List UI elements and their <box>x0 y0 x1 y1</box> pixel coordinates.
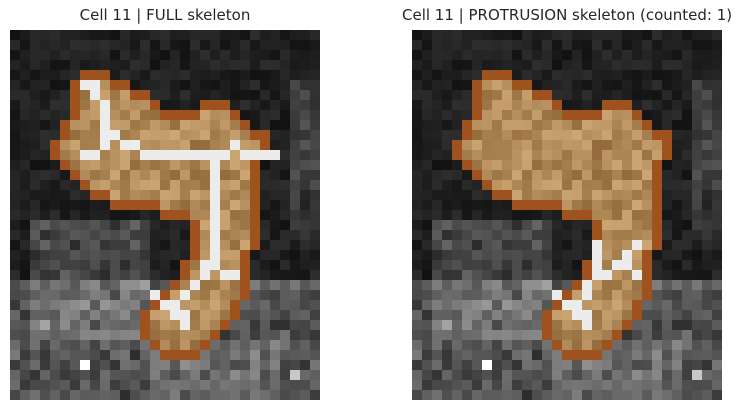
full-skeleton-pixel <box>210 240 220 250</box>
full-skeleton-pixel <box>210 230 220 240</box>
full-skeleton-pixel <box>100 130 110 140</box>
full-skeleton-pixel <box>210 150 220 160</box>
protrusion-skeleton-pixel <box>632 270 642 280</box>
protrusion-skeleton-pixel <box>582 320 592 330</box>
full-bright-pixel <box>80 360 90 370</box>
full-skeleton-pixel <box>150 150 160 160</box>
full-skeleton-pixel <box>180 320 190 330</box>
full-skeleton-pixel <box>90 150 100 160</box>
full-skeleton-pixel <box>240 150 250 160</box>
full-skeleton-pixel <box>170 300 180 310</box>
full-skeleton-pixel <box>270 150 280 160</box>
full-skeleton-pixel <box>130 140 140 150</box>
panel-title-full-skeleton: Cell 11 | FULL skeleton <box>79 6 251 24</box>
full-skeleton-pixel <box>140 150 150 160</box>
full-skeleton-pixel <box>230 140 240 150</box>
protrusion-skeleton-pixel <box>592 260 602 270</box>
full-skeleton-pixel <box>220 270 230 280</box>
full-skeleton-image <box>10 30 320 400</box>
full-bright-pixel <box>290 370 300 380</box>
protrusion-skeleton-canvas <box>412 30 722 400</box>
protrusion-skeleton-pixel <box>612 260 622 270</box>
protrusion-skeleton-pixel <box>592 270 602 280</box>
full-skeleton-pixel <box>230 270 240 280</box>
full-skeleton-pixel <box>180 290 190 300</box>
full-skeleton-pixel <box>170 310 180 320</box>
full-skeleton-pixel <box>90 80 100 90</box>
full-skeleton-pixel <box>210 160 220 170</box>
full-skeleton-pixel <box>190 280 200 290</box>
protrusion-skeleton-pixel <box>582 310 592 320</box>
full-skeleton-pixel <box>200 150 210 160</box>
full-skeleton-pixel <box>180 310 190 320</box>
full-skeleton-pixel <box>210 260 220 270</box>
full-skeleton-pixel <box>100 110 110 120</box>
protrusion-skeleton-pixel <box>602 270 612 280</box>
full-skeleton-pixel <box>100 140 110 150</box>
full-skeleton-pixel <box>90 90 100 100</box>
protrusion-skeleton-pixel <box>592 250 602 260</box>
full-skeleton-pixel <box>170 150 180 160</box>
protrusion-skeleton-pixel <box>622 260 632 270</box>
full-skeleton-pixel <box>210 250 220 260</box>
full-skeleton-pixel <box>100 100 110 110</box>
full-skeleton-pixel <box>110 130 120 140</box>
full-skeleton-pixel <box>150 290 160 300</box>
full-skeleton-pixel <box>210 210 220 220</box>
protrusion-bright-pixel <box>482 360 492 370</box>
protrusion-skeleton-pixel <box>562 300 572 310</box>
protrusion-skeleton-pixel <box>582 280 592 290</box>
full-skeleton-pixel <box>210 180 220 190</box>
full-skeleton-pixel <box>80 150 90 160</box>
full-skeleton-pixel <box>210 190 220 200</box>
protrusion-skeleton-pixel <box>632 240 642 250</box>
protrusion-skeleton-image <box>412 30 722 400</box>
full-skeleton-pixel <box>120 140 130 150</box>
protrusion-skeleton-pixel <box>572 300 582 310</box>
full-skeleton-pixel <box>100 120 110 130</box>
full-skeleton-pixel <box>80 80 90 90</box>
full-skeleton-pixel <box>160 150 170 160</box>
protrusion-skeleton-pixel <box>622 250 632 260</box>
full-skeleton-pixel <box>200 270 210 280</box>
full-skeleton-canvas <box>10 30 320 400</box>
full-skeleton-pixel <box>210 200 220 210</box>
full-skeleton-pixel <box>200 260 210 270</box>
full-skeleton-pixel <box>210 170 220 180</box>
full-skeleton-pixel <box>180 150 190 160</box>
protrusion-skeleton-pixel <box>552 290 562 300</box>
full-skeleton-pixel <box>160 300 170 310</box>
full-skeleton-pixel <box>220 150 230 160</box>
full-skeleton-pixel <box>210 220 220 230</box>
protrusion-skeleton-pixel <box>592 240 602 250</box>
full-skeleton-pixel <box>190 150 200 160</box>
protrusion-skeleton-pixel <box>572 310 582 320</box>
full-skeleton-pixel <box>260 150 270 160</box>
panel-title-protrusion-skeleton: Cell 11 | PROTRUSION skeleton (counted: … <box>402 6 733 24</box>
protrusion-skeleton-pixel <box>582 290 592 300</box>
full-skeleton-pixel <box>250 150 260 160</box>
protrusion-bright-pixel <box>692 370 702 380</box>
